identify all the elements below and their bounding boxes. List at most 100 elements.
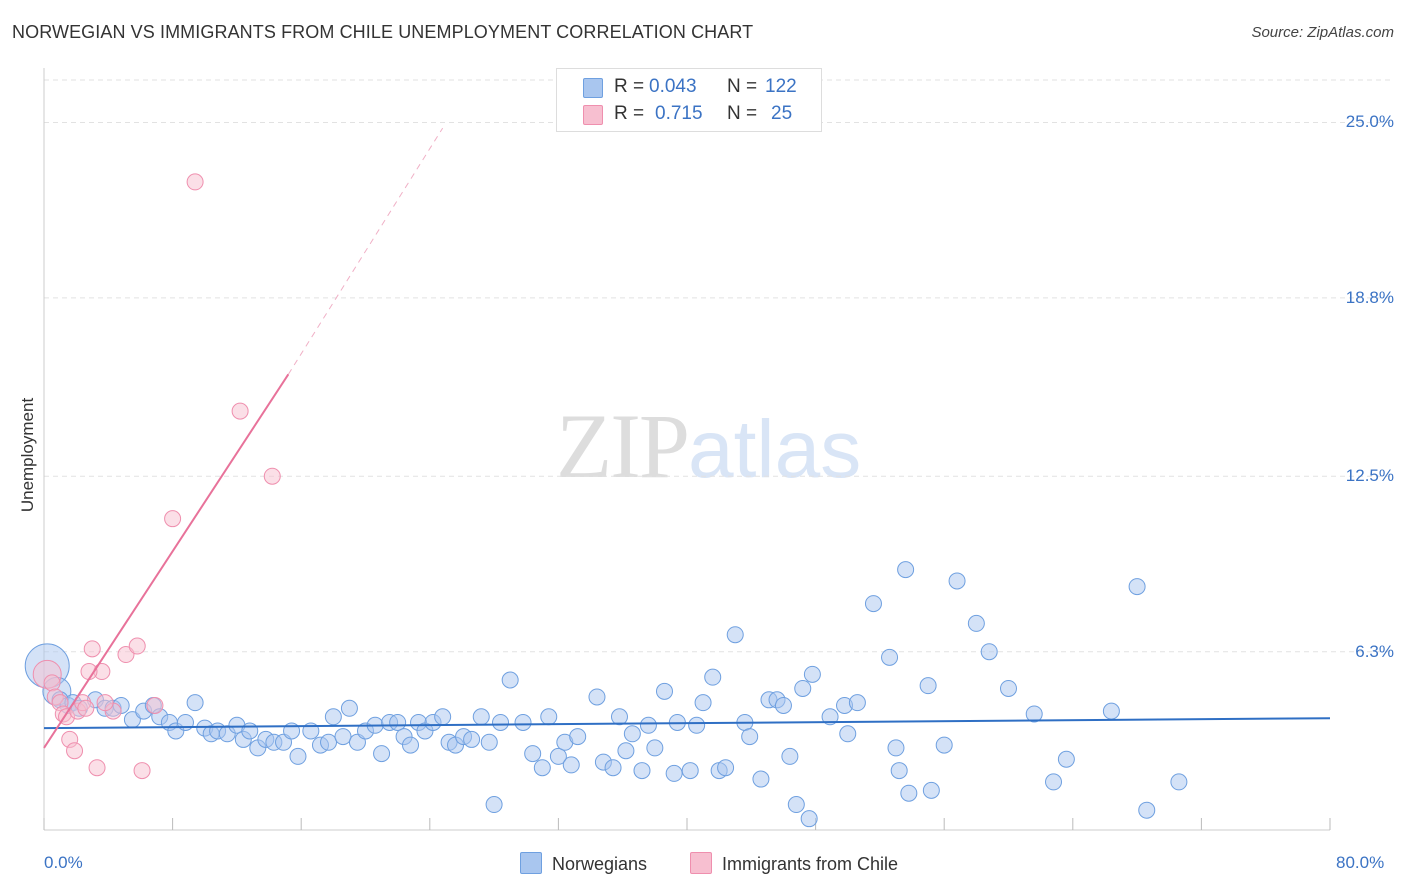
norwegians-point[interactable]: [340, 699, 358, 717]
norwegians-point[interactable]: [186, 694, 204, 712]
norwegians-point[interactable]: [1128, 578, 1146, 596]
norwegians-point[interactable]: [980, 643, 998, 661]
chile-point[interactable]: [96, 694, 114, 712]
norwegians-point[interactable]: [434, 708, 452, 726]
norwegians-point[interactable]: [900, 784, 918, 802]
chile-point[interactable]: [133, 762, 151, 780]
legend-swatch-immigrants-from-chile: [690, 852, 712, 874]
norwegians-point[interactable]: [922, 781, 940, 799]
norwegians-point[interactable]: [1045, 773, 1063, 791]
norwegians-point[interactable]: [935, 736, 953, 754]
legend-swatch-norwegians: [520, 852, 542, 874]
chile-point[interactable]: [186, 173, 204, 191]
norwegians-point[interactable]: [848, 694, 866, 712]
y-tick-label: 12.5%: [1345, 466, 1394, 486]
y-tick-label: 25.0%: [1345, 112, 1394, 132]
norwegians-point[interactable]: [623, 725, 641, 743]
trend-line-chile: [43, 373, 290, 749]
norwegians-point[interactable]: [688, 716, 706, 734]
norwegians-point[interactable]: [501, 671, 519, 689]
trend-line-chile-extension: [287, 127, 444, 375]
norwegians-point[interactable]: [681, 762, 699, 780]
norwegians-point[interactable]: [1057, 750, 1075, 768]
norwegians-point[interactable]: [948, 572, 966, 590]
norwegians-point[interactable]: [794, 679, 812, 697]
norwegians-point[interactable]: [839, 725, 857, 743]
norwegians-point[interactable]: [1000, 679, 1017, 697]
chile-point[interactable]: [66, 742, 84, 760]
chile-swatch: [583, 105, 603, 125]
chile-point[interactable]: [43, 674, 61, 692]
norwegians-point[interactable]: [533, 759, 551, 777]
norwegians-point[interactable]: [717, 759, 735, 777]
norwegians-point[interactable]: [800, 810, 818, 828]
norwegians-point[interactable]: [492, 713, 510, 731]
legend-label-norwegians: Norwegians: [552, 854, 648, 874]
norwegians-point[interactable]: [803, 665, 821, 683]
norwegians-point[interactable]: [821, 708, 839, 726]
norwegians-point[interactable]: [665, 764, 683, 782]
norwegians-point[interactable]: [633, 762, 651, 780]
norwegians-point[interactable]: [289, 747, 307, 765]
norwegians-point[interactable]: [1102, 702, 1120, 720]
norwegians-point[interactable]: [967, 614, 985, 632]
norwegians-point[interactable]: [241, 722, 259, 740]
norwegians-point[interactable]: [524, 745, 542, 763]
norwegians-point[interactable]: [472, 708, 490, 726]
norwegians-point[interactable]: [639, 716, 657, 734]
norwegians-point[interactable]: [787, 796, 805, 814]
norwegians-point[interactable]: [320, 733, 338, 751]
n-value: 25: [771, 103, 793, 124]
norwegians-point[interactable]: [389, 713, 407, 731]
chile-point[interactable]: [164, 510, 182, 528]
norwegians-point[interactable]: [549, 747, 567, 765]
norwegians-point[interactable]: [887, 739, 905, 757]
axes: [43, 68, 1331, 831]
norwegians-point[interactable]: [485, 796, 503, 814]
norwegians-point[interactable]: [646, 739, 664, 757]
norwegians-point[interactable]: [514, 713, 532, 731]
chile-point[interactable]: [128, 637, 146, 655]
norwegians-point[interactable]: [562, 756, 580, 774]
chile-point[interactable]: [117, 646, 135, 664]
legend-item-norwegians[interactable]: Norwegians: [520, 852, 647, 875]
norwegians-point[interactable]: [540, 708, 558, 726]
norwegians-point[interactable]: [881, 648, 899, 666]
chile-point[interactable]: [88, 759, 106, 777]
norwegians-point[interactable]: [480, 733, 498, 751]
norwegians-point[interactable]: [726, 626, 744, 644]
chile-point[interactable]: [263, 467, 281, 485]
norwegians-point[interactable]: [781, 747, 799, 765]
norwegians-point[interactable]: [1170, 773, 1188, 791]
norwegians-point[interactable]: [1138, 801, 1156, 819]
chile-point[interactable]: [77, 699, 95, 717]
norwegians-point[interactable]: [704, 668, 722, 686]
norwegians-point[interactable]: [373, 745, 391, 763]
norwegians-point[interactable]: [604, 759, 622, 777]
x-tick-label-max: 80.0%: [1336, 853, 1385, 872]
norwegians-point[interactable]: [610, 708, 628, 726]
norwegians-point[interactable]: [569, 728, 587, 746]
norwegians-point[interactable]: [741, 728, 759, 746]
norwegians-point[interactable]: [463, 730, 481, 748]
norwegians-point[interactable]: [919, 677, 937, 695]
norwegians-point[interactable]: [324, 708, 342, 726]
norwegians-point[interactable]: [1025, 705, 1043, 723]
chile-point[interactable]: [83, 640, 101, 658]
norwegians-point[interactable]: [402, 736, 420, 754]
norwegians-point[interactable]: [588, 688, 606, 706]
norwegians-point[interactable]: [864, 595, 882, 613]
norwegians-point[interactable]: [617, 742, 635, 760]
legend-item-immigrants-from-chile[interactable]: Immigrants from Chile: [690, 852, 898, 875]
chile-point[interactable]: [146, 696, 164, 714]
norwegians-point[interactable]: [890, 762, 908, 780]
norwegians-point[interactable]: [897, 561, 915, 579]
norwegians-point[interactable]: [655, 682, 673, 700]
norwegians-point[interactable]: [774, 696, 792, 714]
norwegians-point[interactable]: [752, 770, 770, 788]
r-label: R =: [614, 103, 645, 124]
norwegians-point[interactable]: [694, 694, 712, 712]
chile-point[interactable]: [231, 402, 249, 420]
norwegians-point[interactable]: [334, 728, 352, 746]
